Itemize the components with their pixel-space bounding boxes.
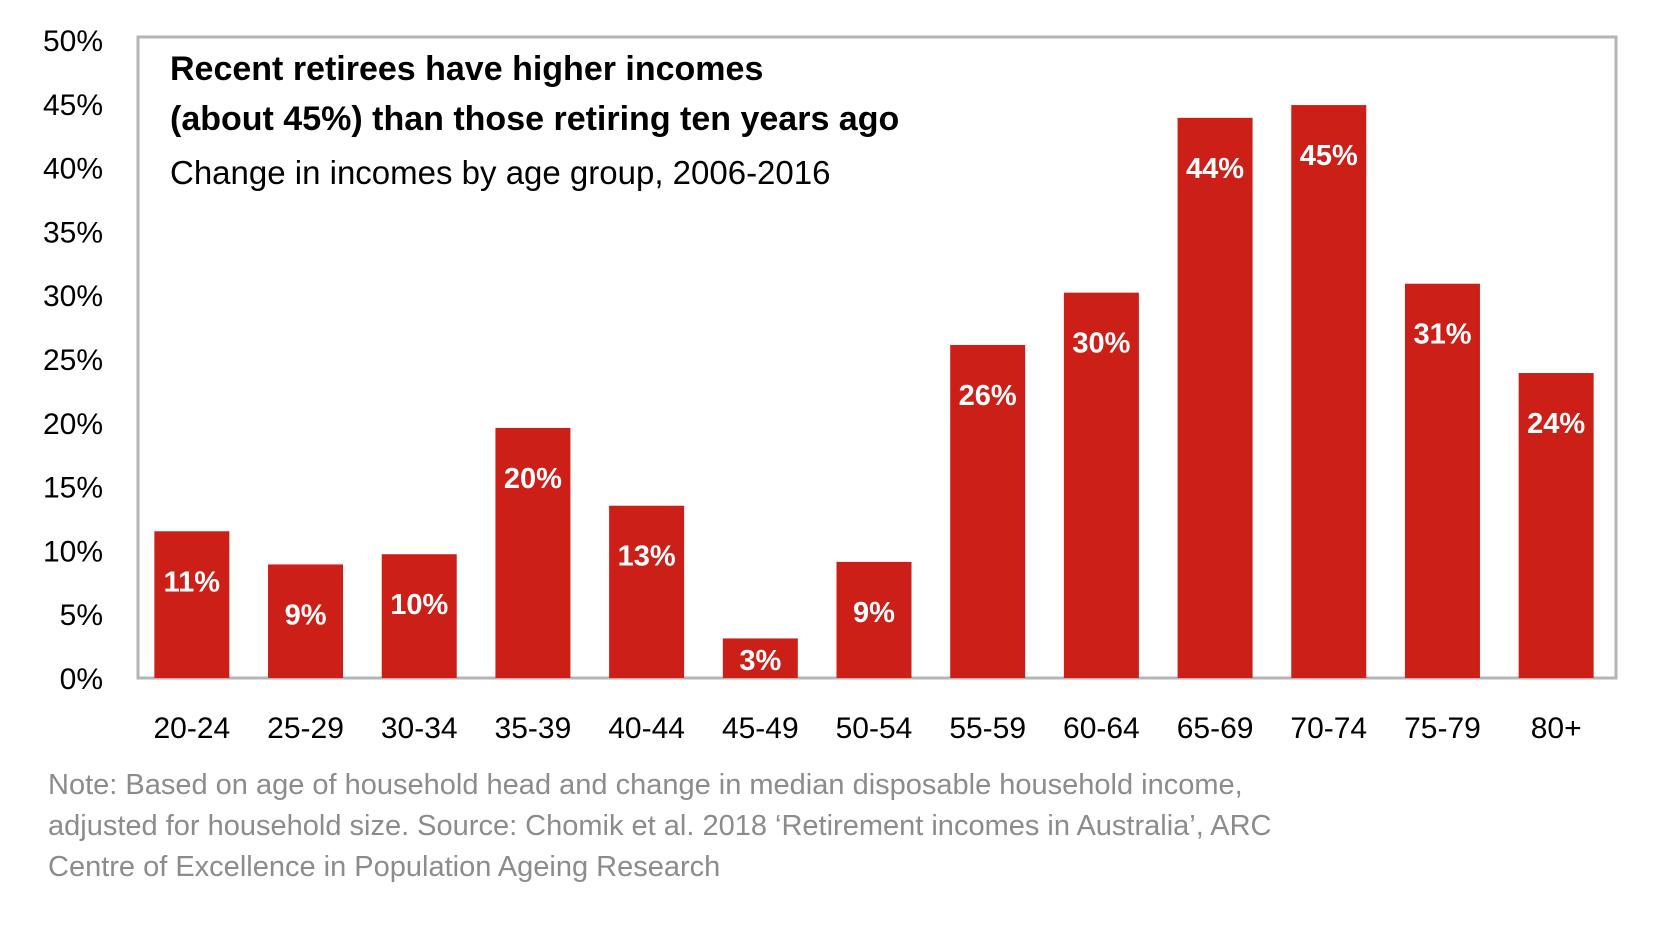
x-tick-label: 75-79 [1404,712,1481,745]
bar-data-label: 20% [504,463,562,495]
bar-35-39 [495,427,571,678]
y-axis-ticks: 0% 5% 10% 15% 20% 25% 30% 35% 40% 45% 50% [43,25,103,696]
chart-note: Note: Based on age of household head and… [48,765,1608,888]
bar-25-29 [268,564,344,678]
bar-data-label: 30% [1072,328,1130,360]
bar-data-label: 26% [959,380,1017,412]
y-tick-label: 5% [60,599,103,632]
chart-title-line-2: (about 45%) than those retiring ten year… [170,100,899,138]
x-tick-label: 60-64 [1063,712,1140,745]
x-tick-label: 40-44 [608,712,685,745]
bar-20-24 [154,531,230,678]
bar-45-49 [722,638,798,678]
x-tick-label: 65-69 [1177,712,1254,745]
x-tick-label: 30-34 [381,712,458,745]
bar-data-label: 31% [1413,319,1471,351]
bar-data-label: 24% [1527,408,1585,440]
bar-55-59 [950,344,1026,678]
bar-40-44 [609,505,685,678]
bar-70-74 [1291,105,1367,679]
x-tick-label: 55-59 [949,712,1026,745]
x-axis-ticks: 20-24 25-29 30-34 35-39 40-44 45-49 50-54 55-59… [153,712,1581,745]
y-tick-label: 50% [43,25,103,58]
y-tick-label: 25% [43,344,103,377]
bar-data-label: 45% [1300,140,1358,172]
x-tick-label: 50-54 [836,712,913,745]
bar-60-64 [1063,292,1139,678]
bar-65-69 [1177,117,1253,678]
bar-data-label: 11% [164,566,221,598]
x-tick-label: 25-29 [267,712,344,745]
bar-80+ [1518,373,1594,678]
y-tick-label: 35% [43,216,103,249]
bar-75-79 [1404,283,1480,678]
note-line-2: adjusted for household size. Source: Cho… [48,810,1272,842]
bar-data-labels: 11% 9% 10% 20% 13% 3% 9% 26% 30% 44% 45% 31% 24% [164,140,1586,677]
note-line-3: Centre of Excellence in Population Agein… [48,851,721,883]
x-tick-label: 35-39 [495,712,572,745]
y-tick-label: 45% [43,89,103,122]
x-tick-label: 45-49 [722,712,799,745]
income-change-bar-chart: 0% 5% 10% 15% 20% 25% 30% 35% 40% 45% 50% 11% 9% 10%… [43,25,1618,745]
bars [154,105,1594,679]
x-tick-label: 70-74 [1290,712,1367,745]
bar-data-label: 10% [390,589,448,621]
bar-data-label: 13% [618,541,676,573]
chart-title-line-1: Recent retirees have higher incomes [170,50,763,88]
y-tick-label: 0% [60,663,103,696]
x-tick-label: 80+ [1531,712,1582,745]
bar-30-34 [381,554,457,678]
y-tick-label: 40% [43,153,103,186]
y-tick-label: 15% [43,472,103,505]
bar-data-label: 9% [853,597,895,629]
y-tick-label: 30% [43,280,103,313]
y-tick-label: 10% [43,535,103,568]
bar-data-label: 44% [1186,153,1244,185]
note-line-1: Note: Based on age of household head and… [48,769,1243,801]
bar-50-54 [836,561,912,678]
y-tick-label: 20% [43,408,103,441]
bar-data-label: 3% [739,645,781,677]
chart-subtitle: Change in incomes by age group, 2006-201… [170,154,830,191]
bar-data-label: 9% [285,599,327,631]
x-tick-label: 20-24 [153,712,230,745]
